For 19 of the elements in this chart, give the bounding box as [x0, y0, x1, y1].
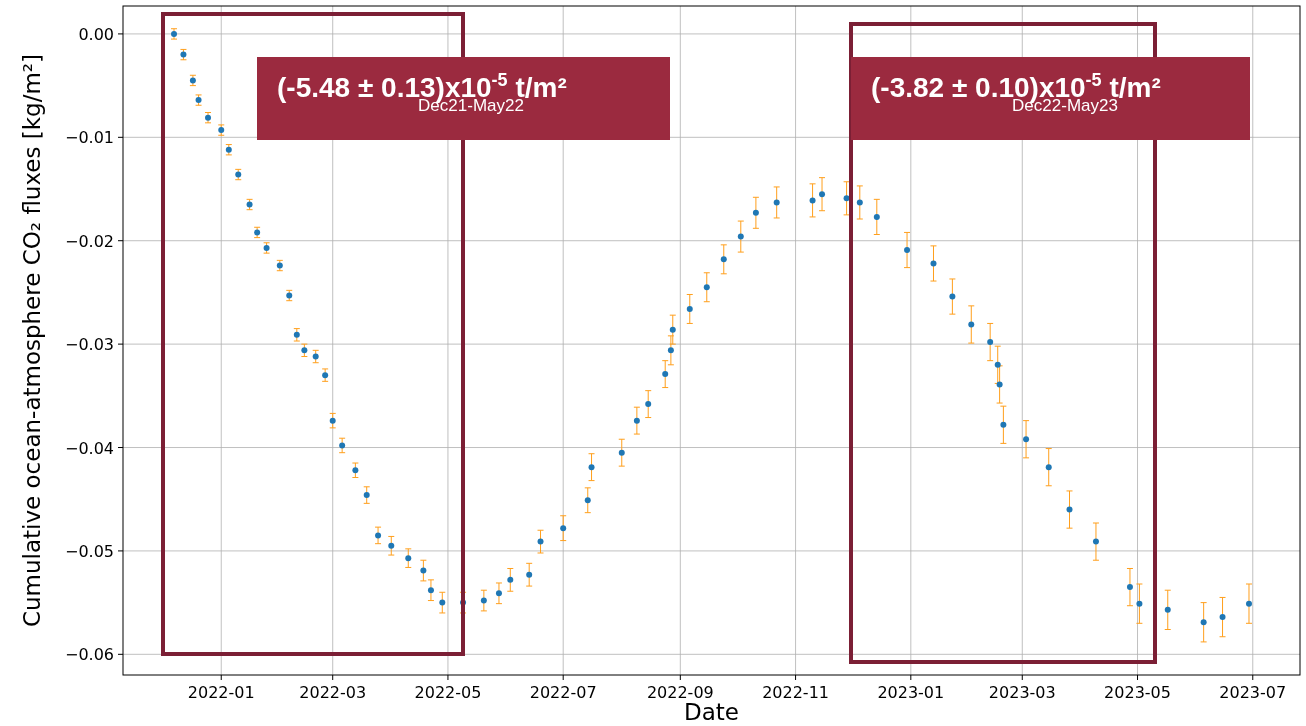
y-tick-label: −0.06 [64, 645, 114, 665]
y-tick-label: −0.02 [64, 231, 114, 251]
x-tick-label: 2023-03 [988, 683, 1056, 702]
y-tick-label: −0.01 [64, 128, 114, 148]
y-axis-title: Cumulative ocean-atmosphere CO₂ fluxes [kg/m²] [19, 53, 45, 628]
x-axis-title: Date [684, 699, 739, 725]
y-tick-label: −0.05 [64, 541, 114, 561]
x-tick-label: 2023-07 [1219, 683, 1287, 702]
x-tick-label: 2022-11 [762, 683, 829, 702]
y-tick-label: −0.03 [64, 335, 114, 355]
x-tick-label: 2023-01 [877, 683, 945, 702]
y-tick-label: −0.04 [64, 438, 114, 458]
y-tick-label: 0.00 [78, 24, 114, 44]
x-tick-label: 2022-03 [299, 683, 367, 702]
x-tick-label: 2022-05 [414, 683, 482, 702]
x-tick-label: 2023-05 [1104, 683, 1171, 702]
x-tick-label: 2022-01 [187, 683, 255, 702]
x-tick-label: 2022-09 [646, 683, 714, 702]
x-tick-label: 2022-07 [529, 683, 597, 702]
